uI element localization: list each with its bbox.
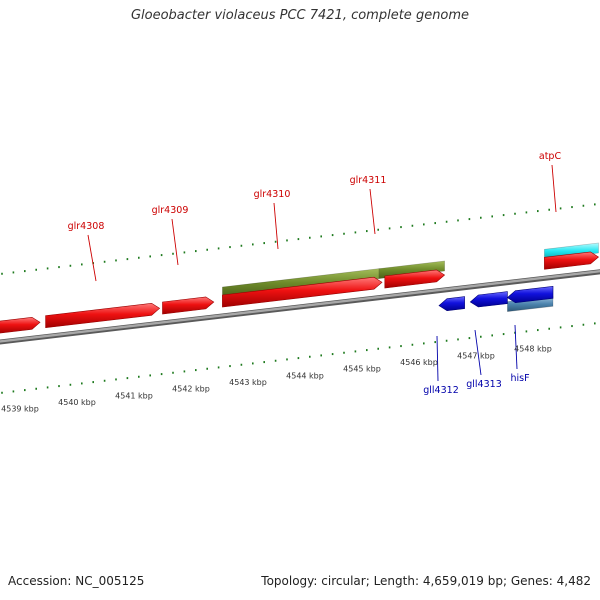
- genome-summary: Topology: circular; Length: 4,659,019 bp…: [261, 574, 591, 588]
- gene-label-glr4309[interactable]: glr4309: [152, 205, 189, 216]
- label-layer: 4539 kbp 4540 kbp 4541 kbp 4542 kbp 4543 kbp…: [1, 151, 561, 414]
- leader-line-gll4313: [474, 329, 482, 376]
- topology-value: circular: [321, 574, 366, 588]
- leader-line-glr4308: [87, 234, 97, 282]
- highlight-bar-hl-cyan: [544, 242, 599, 260]
- backbone-layer: [0, 269, 600, 345]
- gene-layer: [0, 251, 600, 334]
- gene-label-glr4311[interactable]: glr4311: [350, 175, 387, 186]
- gene-label-hisF[interactable]: hisF: [510, 373, 529, 384]
- gene-arrow-glr4311[interactable]: [384, 269, 446, 289]
- gene-label-glr4308[interactable]: glr4308: [68, 221, 105, 232]
- highlight-layer: [222, 242, 599, 312]
- topology-label: Topology:: [261, 574, 318, 588]
- gene-arrow-hisF[interactable]: [506, 285, 554, 304]
- leader-line-atpC: [551, 164, 557, 213]
- leader-line-gll4312: [436, 335, 439, 382]
- kbp-tick-label: 4540 kbp: [58, 398, 96, 407]
- kbp-tick-label: 4539 kbp: [1, 405, 39, 414]
- length-label: Length:: [373, 574, 420, 588]
- genes-value: 4,482: [556, 574, 591, 588]
- tick-dots-layer: [1, 203, 596, 394]
- kbp-tick-label: 4542 kbp: [172, 385, 210, 394]
- genome-backbone: [0, 269, 600, 343]
- accession-info: Accession: NC_005125: [8, 574, 144, 588]
- gene-label-glr4310[interactable]: glr4310: [254, 189, 291, 200]
- kbp-tick-label: 4546 kbp: [400, 358, 438, 367]
- gene-arrow-gll4313[interactable]: [469, 291, 508, 308]
- kbp-tick-label: 4545 kbp: [343, 365, 381, 374]
- map-title: Gloeobacter violaceus PCC 7421, complete…: [130, 8, 470, 23]
- gene-arrow-gll4312[interactable]: [438, 296, 465, 312]
- gene-arrow-g-left[interactable]: [0, 316, 41, 334]
- gene-arrow-glr4310[interactable]: [222, 276, 383, 308]
- gene-label-atpC[interactable]: atpC: [539, 151, 562, 162]
- kbp-tick-label: 4547 kbp: [457, 351, 495, 360]
- kbp-tick-label: 4543 kbp: [229, 378, 267, 387]
- gene-label-gll4312[interactable]: gll4312: [423, 385, 459, 396]
- length-value: 4,659,019 bp: [422, 574, 503, 588]
- leader-line-glr4309: [171, 218, 179, 266]
- accession-label: Accession:: [8, 574, 72, 588]
- leader-line-hisF: [514, 324, 518, 370]
- leader-line-layer: [87, 164, 557, 382]
- accession-value: NC_005125: [75, 574, 145, 588]
- leader-line-glr4311: [369, 188, 376, 235]
- kbp-tick-label: 4541 kbp: [115, 391, 153, 400]
- genes-label: Genes:: [510, 574, 553, 588]
- gene-arrow-glr4309[interactable]: [162, 296, 215, 315]
- kbp-tick-label: 4544 kbp: [286, 371, 324, 380]
- gene-label-gll4313[interactable]: gll4313: [466, 379, 502, 390]
- leader-line-glr4310: [273, 202, 279, 250]
- kbp-tick-label: 4548 kbp: [514, 345, 552, 354]
- gene-arrow-atpC[interactable]: [544, 251, 600, 270]
- gene-arrow-glr4308[interactable]: [45, 302, 161, 329]
- highlight-bar-hl-green-2: [378, 260, 445, 279]
